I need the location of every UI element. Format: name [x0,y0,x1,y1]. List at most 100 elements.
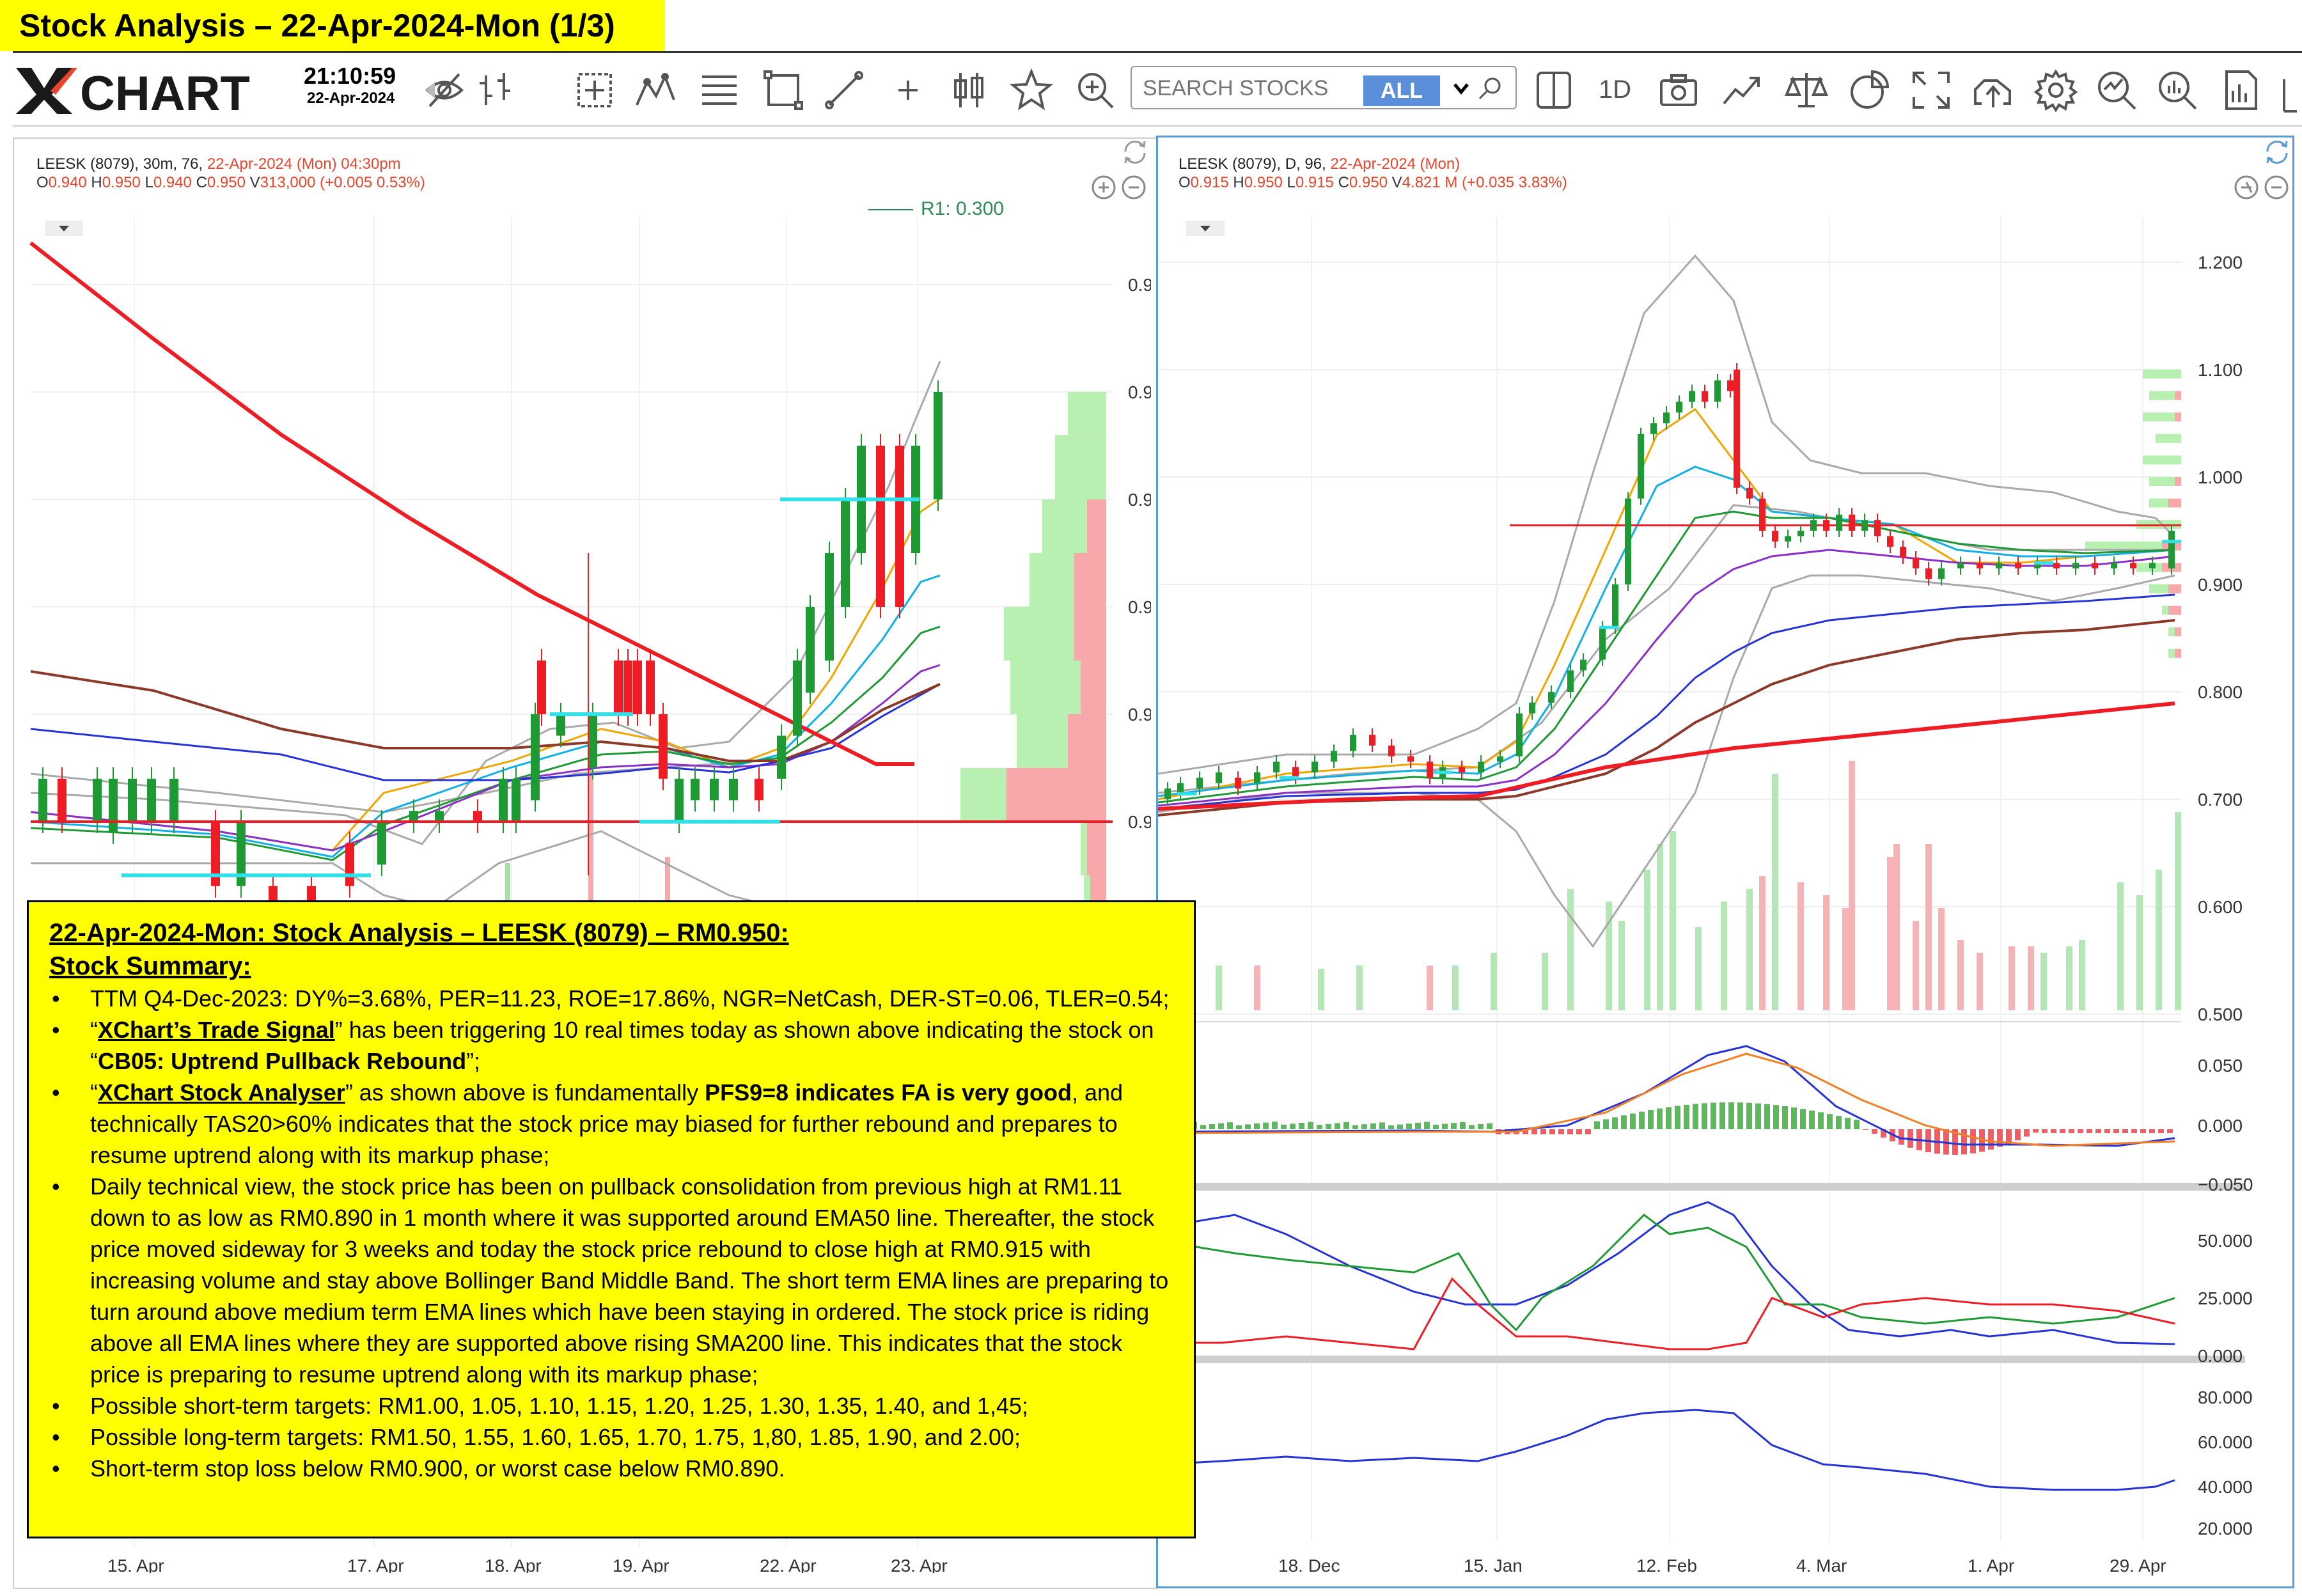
left-zoom-controls[interactable] [1090,174,1148,201]
search-filter-all[interactable]: ALL [1363,75,1440,106]
right-bb-upper [1158,254,2176,775]
trade-signal-link[interactable]: XChart’s Trade Signal [98,1017,335,1043]
chevron-down-icon[interactable] [1448,75,1474,101]
left-candle [729,778,738,801]
right-x-tick-label: 18. Dec [1278,1556,1340,1576]
right-price-chart[interactable]: 1.200 1.100 1.000 0.900 0.800 0.700 0.600 0.500… [1158,217,2293,1586]
fibonacci-icon[interactable] [697,68,742,113]
right-y-tick-label: 0.700 [2198,790,2243,810]
macd-histogram-bar [1478,1124,1484,1129]
balance-icon[interactable] [1784,68,1829,113]
left-profile-bar-up [1010,661,1081,714]
macd-histogram-bar [1666,1107,1672,1129]
candlestick-icon[interactable] [946,68,991,113]
fullscreen-icon[interactable] [1909,68,1954,113]
left-chart-ohlc: O0.940 H0.950 L0.940 C0.950 V313,000 (+0… [36,174,425,191]
dmi-tick-label: 50.000 [2198,1231,2253,1251]
right-y-tick-label: 0.500 [2198,1005,2243,1024]
hide-drawings-icon[interactable] [422,68,467,113]
add-icon[interactable] [886,68,930,113]
left-candle [675,778,684,822]
right-volume-bar [2066,946,2072,1010]
right-candle [1350,735,1356,751]
scroll-left-icon[interactable] [423,81,437,100]
right-candle [1925,568,1932,579]
left-candle [237,822,246,886]
right-y-tick-label: 1.200 [2198,253,2243,272]
right-candle [2111,563,2117,568]
right-chart-menu-icon[interactable] [1186,221,1225,236]
trend-icon[interactable] [1720,68,1765,113]
right-volume-bar [1759,876,1766,1010]
pattern-icon[interactable] [633,68,678,113]
layout-icon[interactable] [1531,68,1576,113]
macd-histogram-bar [1352,1125,1358,1129]
right-y-tick-label: 1.100 [2198,360,2243,380]
right-refresh-icon[interactable] [2262,137,2292,167]
left-profile-bar-down [1081,661,1106,714]
macd-histogram-bar [1675,1106,1680,1129]
ohlc-icon[interactable] [473,68,518,113]
left-refresh-icon[interactable] [1120,137,1150,167]
macd-histogram-bar [1540,1129,1546,1134]
macd-histogram-bar [1415,1122,1421,1129]
macd-histogram-bar [2122,1129,2128,1133]
left-candle [895,446,904,607]
search-icon[interactable] [1476,74,1504,102]
macd-histogram-bar [2042,1129,2048,1133]
macd-signal-line [1164,1052,2175,1147]
right-zoom-controls[interactable] [2233,174,2290,201]
crosshair-icon[interactable] [572,68,617,113]
stock-analyser-link[interactable]: XChart Stock Analyser [98,1079,345,1106]
left-volume-bar [665,857,670,900]
macd-histogram-bar [1630,1113,1636,1129]
star-icon[interactable] [1009,68,1054,113]
report-icon[interactable] [2219,68,2264,113]
zoom-icon[interactable] [1073,68,1118,113]
timeframe-button[interactable]: 1D [1599,75,1632,104]
rectangle-icon[interactable] [761,68,806,113]
right-candle [1388,746,1395,756]
right-profile-bar-up [2149,584,2168,593]
rsi-panel [1164,1409,2175,1491]
right-x-tick-label: 1. Apr [1968,1556,2014,1576]
left-y-tick-label: 0.950 [1128,382,1151,402]
right-candle [1612,584,1618,628]
right-candle [1913,558,1919,568]
macd-histogram-bar [1326,1123,1331,1129]
pie-chart-icon[interactable] [1847,68,1891,113]
right-volume-bar [1644,870,1650,1010]
left-candle [211,822,220,886]
macd-histogram-bar [1782,1106,1788,1129]
macd-histogram-bar [1648,1110,1654,1129]
dmi-tick-label: 25.000 [2198,1288,2253,1308]
left-chart-menu-icon[interactable] [45,221,83,236]
trendline-icon[interactable] [822,68,866,113]
camera-icon[interactable] [1656,68,1701,113]
left-candle [499,778,508,822]
gear-icon[interactable] [2033,68,2078,113]
right-volume-bar [1618,921,1625,1010]
cloud-upload-icon[interactable] [1971,68,2016,113]
right-volume-bar [1938,908,1945,1010]
left-candle [934,392,943,499]
left-candle [345,843,354,886]
right-x-tick-label: 12. Feb [1636,1556,1697,1576]
right-candle [1625,498,1631,584]
right-chart-header: LEESK (8079), D, 96, 22-Apr-2024 (Mon) [1178,155,1460,173]
right-candle [1638,434,1644,499]
right-profile-bar-up [2156,434,2181,443]
more-tools-icon[interactable] [2271,73,2301,118]
macd-histogram-bar [1854,1120,1860,1129]
right-volume-bar [1849,761,1855,1010]
search-chart-icon[interactable] [2155,68,2200,113]
summary-item-daily-view: Daily technical view, the stock price ha… [49,1171,1175,1390]
left-candle [537,661,546,714]
macd-histogram-bar [1755,1103,1761,1129]
left-price-chart[interactable]: 0.960 0.950 0.940 0.930 0.920 0.910 15. Apr 17… [26,217,1151,1573]
screener-icon[interactable] [2094,68,2139,113]
right-profile-bar-up [2143,370,2181,379]
page-title: Stock Analysis – 22-Apr-2024-Mon (1/3) [0,0,665,51]
left-x-tick-label: 22. Apr [760,1556,817,1573]
search-input[interactable] [1141,69,1355,107]
